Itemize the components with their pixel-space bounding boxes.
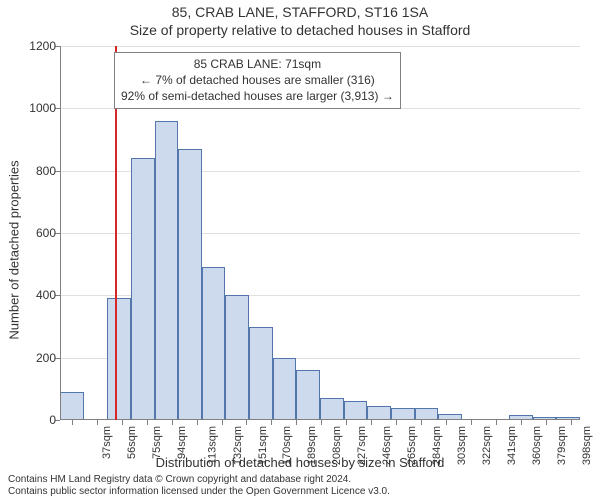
histogram-bar bbox=[131, 158, 155, 420]
histogram-bar bbox=[107, 298, 131, 420]
histogram-bar bbox=[155, 121, 179, 420]
xtick-mark bbox=[346, 420, 347, 425]
histogram-bar bbox=[225, 295, 249, 420]
x-axis-line bbox=[60, 419, 580, 420]
xtick-mark bbox=[446, 420, 447, 425]
footer: Contains HM Land Registry data © Crown c… bbox=[0, 474, 600, 498]
ytick-label: 400 bbox=[16, 288, 56, 302]
ytick-label: 0 bbox=[16, 413, 56, 427]
xtick-mark bbox=[396, 420, 397, 425]
histogram-bar bbox=[367, 406, 391, 420]
y-axis-line bbox=[60, 46, 61, 420]
xtick-mark bbox=[172, 420, 173, 425]
xtick-mark bbox=[421, 420, 422, 425]
xtick-mark bbox=[122, 420, 123, 425]
title-line2: Size of property relative to detached ho… bbox=[0, 22, 600, 38]
chart-root: 85, CRAB LANE, STAFFORD, ST16 1SA Size o… bbox=[0, 0, 600, 500]
xtick-mark bbox=[246, 420, 247, 425]
ytick-label: 1200 bbox=[16, 39, 56, 53]
ytick-label: 1000 bbox=[16, 101, 56, 115]
xtick-mark bbox=[222, 420, 223, 425]
histogram-bar bbox=[296, 370, 320, 420]
xtick-mark bbox=[471, 420, 472, 425]
annotation-line2: ← 7% of detached houses are smaller (316… bbox=[121, 72, 394, 88]
xtick-mark bbox=[521, 420, 522, 425]
footer-line2: Contains public sector information licen… bbox=[8, 486, 600, 498]
xtick-mark bbox=[271, 420, 272, 425]
annotation-line1: 85 CRAB LANE: 71sqm bbox=[121, 56, 394, 72]
y-axis-label: Number of detached properties bbox=[7, 160, 22, 339]
histogram-bar bbox=[60, 392, 84, 420]
xtick-mark bbox=[97, 420, 98, 425]
x-axis-label: Distribution of detached houses by size … bbox=[0, 455, 600, 470]
histogram-bar bbox=[320, 398, 344, 420]
histogram-bar bbox=[273, 358, 297, 420]
xtick-mark bbox=[147, 420, 148, 425]
xtick-mark bbox=[496, 420, 497, 425]
footer-line1: Contains HM Land Registry data © Crown c… bbox=[8, 474, 600, 486]
plot-area: 02004006008001000120037sqm56sqm75sqm94sq… bbox=[60, 46, 580, 420]
histogram-bar bbox=[178, 149, 202, 420]
title-line1: 85, CRAB LANE, STAFFORD, ST16 1SA bbox=[0, 4, 600, 20]
xtick-mark bbox=[371, 420, 372, 425]
histogram-bar bbox=[249, 327, 273, 421]
ytick-label: 800 bbox=[16, 164, 56, 178]
xtick-mark bbox=[321, 420, 322, 425]
annotation-line3: 92% of semi-detached houses are larger (… bbox=[121, 88, 394, 104]
xtick-mark bbox=[296, 420, 297, 425]
ytick-label: 600 bbox=[16, 226, 56, 240]
xtick-mark bbox=[546, 420, 547, 425]
xtick-mark bbox=[197, 420, 198, 425]
xtick-mark bbox=[72, 420, 73, 425]
histogram-bar bbox=[344, 401, 368, 420]
histogram-bar bbox=[202, 267, 226, 420]
ytick-label: 200 bbox=[16, 351, 56, 365]
annotation-box: 85 CRAB LANE: 71sqm← 7% of detached hous… bbox=[114, 52, 401, 109]
gridline bbox=[60, 46, 580, 47]
xtick-mark bbox=[571, 420, 572, 425]
